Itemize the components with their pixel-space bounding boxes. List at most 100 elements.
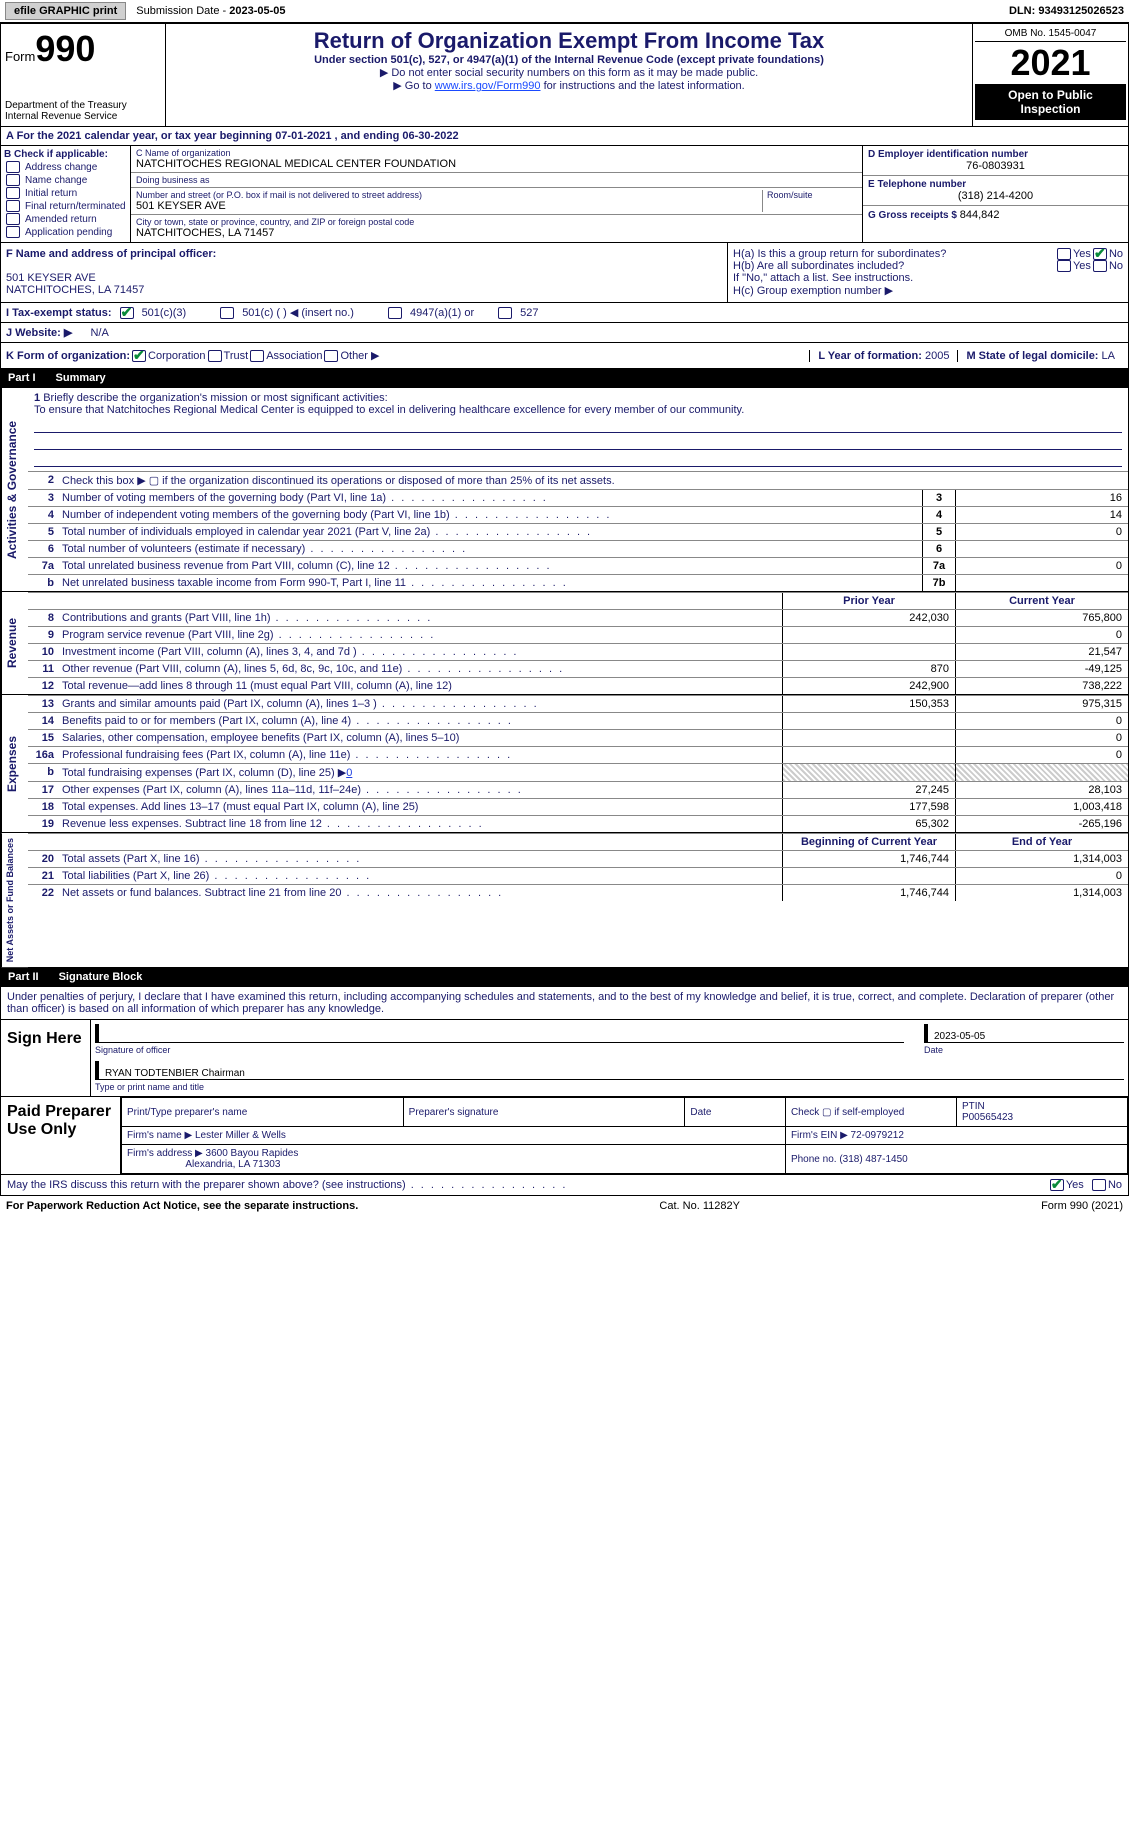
org-name: NATCHITOCHES REGIONAL MEDICAL CENTER FOU… [136,158,857,170]
val-11: -49,125 [955,661,1128,677]
gross-receipts: 844,842 [960,209,1000,221]
check-address-change[interactable] [6,161,20,173]
pra-notice: For Paperwork Reduction Act Notice, see … [6,1200,358,1212]
hdr-beginning: Beginning of Current Year [782,834,955,850]
val-10: 21,547 [955,644,1128,660]
box-b: B Check if applicable: Address change Na… [1,146,131,242]
tax-year: 2021 [975,42,1126,84]
form-title: Return of Organization Exempt From Incom… [174,28,964,54]
phone-value: (318) 214-4200 [868,190,1123,202]
instructions-note: ▶ Go to www.irs.gov/Form990 for instruct… [174,79,964,92]
val-5: 0 [955,524,1128,540]
sig-date: 2023-05-05 [924,1024,1124,1043]
h-c: H(c) Group exemption number ▶ [733,284,1123,297]
check-amended-return[interactable] [6,213,20,225]
discuss-yes[interactable] [1050,1179,1064,1191]
check-name-change[interactable] [6,174,20,186]
firm-ein: 72-0979212 [851,1130,904,1141]
irs-link[interactable]: www.irs.gov/Form990 [435,80,541,92]
part-2-header: Part IISignature Block [0,968,1129,986]
discuss-no[interactable] [1092,1179,1106,1191]
hdr-current-year: Current Year [955,593,1128,609]
k-association[interactable] [250,350,264,362]
line-a-tax-year: A For the 2021 calendar year, or tax yea… [0,127,1129,146]
h-b: H(b) Are all subordinates included? Yes … [733,260,1123,272]
top-toolbar: efile GRAPHIC print Submission Date - 20… [0,0,1129,23]
val-18: 1,003,418 [955,799,1128,815]
efile-print-button[interactable]: efile GRAPHIC print [5,2,126,20]
i-501c[interactable] [220,307,234,319]
year-formation: 2005 [925,350,949,362]
k-trust[interactable] [208,350,222,362]
paid-preparer-label: Paid Preparer Use Only [1,1097,121,1174]
hdr-end: End of Year [955,834,1128,850]
check-initial-return[interactable] [6,187,20,199]
val-7a: 0 [955,558,1128,574]
box-i: I Tax-exempt status: 501(c)(3) 501(c) ( … [0,303,1129,323]
paid-preparer-table: Print/Type preparer's name Preparer's si… [121,1097,1128,1174]
signature-line[interactable] [95,1024,904,1043]
ha-yes[interactable] [1057,248,1071,260]
val-4: 14 [955,507,1128,523]
val-8: 765,800 [955,610,1128,626]
submission-date-label: Submission Date - 2023-05-05 [136,5,285,17]
ptin: P00565423 [962,1112,1013,1123]
form-footer: Form 990 (2021) [1041,1200,1123,1212]
val-15: 0 [955,730,1128,746]
val-9: 0 [955,627,1128,643]
val-20: 1,314,003 [955,851,1128,867]
val-6 [955,541,1128,557]
catalog-number: Cat. No. 11282Y [659,1200,740,1212]
i-4947[interactable] [388,307,402,319]
dept-irs: Internal Revenue Service [5,111,161,122]
ssn-note: ▶ Do not enter social security numbers o… [174,66,964,79]
box-c: C Name of organization NATCHITOCHES REGI… [131,146,863,242]
mission-text: To ensure that Natchitoches Regional Med… [34,404,744,416]
box-f: F Name and address of principal officer:… [1,243,728,302]
i-501c3[interactable] [120,307,134,319]
discuss-question: May the IRS discuss this return with the… [0,1175,1129,1196]
val-21: 0 [955,868,1128,884]
hb-no[interactable] [1093,260,1107,272]
val-16a: 0 [955,747,1128,763]
state-domicile: LA [1102,350,1115,362]
hb-yes[interactable] [1057,260,1071,272]
check-final-return[interactable] [6,200,20,212]
check-application-pending[interactable] [6,226,20,238]
section-activities-governance: Activities & Governance [1,388,28,591]
firm-address: 3600 Bayou Rapides [206,1148,299,1159]
val-14: 0 [955,713,1128,729]
ein-value: 76-0803931 [868,160,1123,172]
val-16b: 0 [346,767,352,779]
val-13: 975,315 [955,696,1128,712]
hdr-prior-year: Prior Year [782,593,955,609]
firm-name: Lester Miller & Wells [195,1130,286,1141]
section-net-assets: Net Assets or Fund Balances [1,833,28,967]
firm-phone: (318) 487-1450 [839,1154,907,1165]
omb-number: OMB No. 1545-0047 [975,26,1126,42]
ein-label: D Employer identification number [868,149,1123,160]
val-17: 28,103 [955,782,1128,798]
h-a: H(a) Is this a group return for subordin… [733,248,1123,260]
k-other[interactable] [324,350,338,362]
ha-no[interactable] [1093,248,1107,260]
val-7b [955,575,1128,591]
officer-name: RYAN TODTENBIER Chairman [95,1061,1124,1080]
city-state-zip: NATCHITOCHES, LA 71457 [136,227,857,239]
street-address: 501 KEYSER AVE [136,200,762,212]
h-b-note: If "No," attach a list. See instructions… [733,272,1123,284]
form-number: Form990 [5,28,161,70]
part-1-header: Part ISummary [0,369,1129,387]
val-22: 1,314,003 [955,885,1128,901]
form-header: Form990 Department of the Treasury Inter… [0,23,1129,127]
form-subtitle: Under section 501(c), 527, or 4947(a)(1)… [174,54,964,66]
dln: DLN: 93493125026523 [1009,5,1124,17]
perjury-declaration: Under penalties of perjury, I declare th… [1,987,1128,1019]
section-expenses: Expenses [1,695,28,832]
box-j: J Website: ▶ N/A [0,323,1129,343]
i-527[interactable] [498,307,512,319]
open-to-public: Open to Public Inspection [975,84,1126,120]
phone-label: E Telephone number [868,179,1123,190]
k-corporation[interactable] [132,350,146,362]
box-k: K Form of organization: Corporation Trus… [0,343,1129,369]
